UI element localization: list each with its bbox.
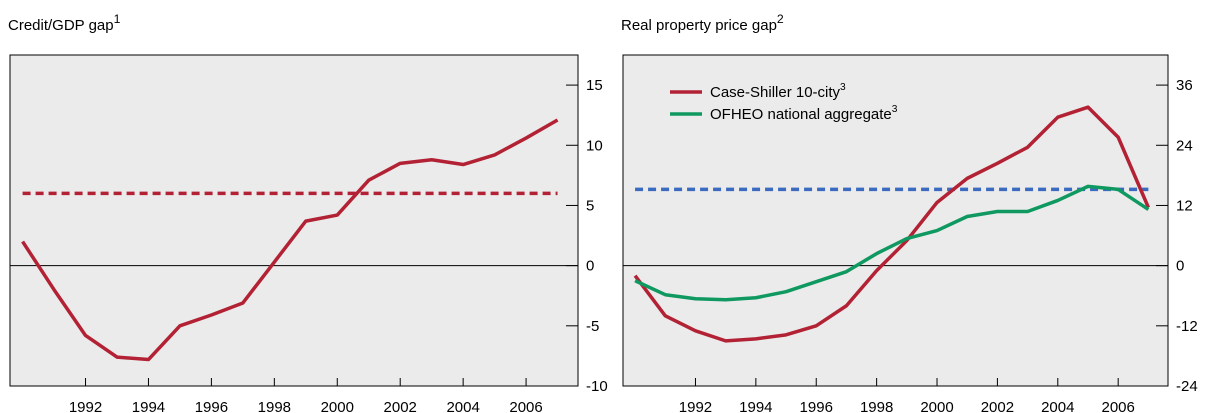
legend-label-sup: 3 <box>840 82 846 93</box>
x-tick-label: 2000 <box>920 399 953 413</box>
x-tick-label: 2006 <box>1101 399 1134 413</box>
x-tick-label: 2004 <box>1041 399 1074 413</box>
y-tick-label: -10 <box>586 378 608 395</box>
chart-title: Real property price gap2 <box>621 12 784 34</box>
x-tick-label: 2006 <box>509 399 542 413</box>
legend-label: Case-Shiller 10-city3 <box>710 82 846 101</box>
x-tick-label: 1996 <box>800 399 833 413</box>
legend-label: OFHEO national aggregate3 <box>710 104 898 123</box>
legend-label-sup: 3 <box>892 104 898 115</box>
legend-label-main: Case-Shiller 10-city <box>710 84 841 101</box>
x-tick-label: 1998 <box>258 399 291 413</box>
x-tick-label: 1996 <box>195 399 228 413</box>
y-tick-label: -5 <box>586 318 599 335</box>
x-tick-label: 1998 <box>860 399 893 413</box>
chart-title-sup: 2 <box>777 12 784 26</box>
y-tick-label: 15 <box>586 77 603 94</box>
chart-title-sup: 1 <box>114 12 121 26</box>
y-tick-label: 36 <box>1176 77 1193 94</box>
x-tick-label: 2004 <box>446 399 479 413</box>
chart-title-main: Real property price gap <box>621 17 777 34</box>
x-tick-label: 2002 <box>981 399 1014 413</box>
x-tick-label: 1994 <box>739 399 772 413</box>
y-tick-label: -12 <box>1176 318 1198 335</box>
y-tick-label: 10 <box>586 137 603 154</box>
x-tick-label: 1994 <box>132 399 165 413</box>
y-tick-label: 0 <box>586 258 594 275</box>
series-line <box>634 184 1150 302</box>
plot-area <box>9 54 579 387</box>
y-tick-label: 24 <box>1176 137 1193 154</box>
y-tick-label: 0 <box>1176 258 1184 275</box>
chart-title-main: Credit/GDP gap <box>8 17 114 34</box>
chart-title: Credit/GDP gap1 <box>8 12 121 34</box>
y-tick-label: 12 <box>1176 197 1193 214</box>
series-line <box>633 105 1150 343</box>
x-tick-label: 1992 <box>69 399 102 413</box>
x-tick-label: 2002 <box>384 399 417 413</box>
x-tick-label: 2000 <box>321 399 354 413</box>
y-tick-label: -24 <box>1176 378 1198 395</box>
x-tick-label: 1992 <box>679 399 712 413</box>
legend-label-main: OFHEO national aggregate <box>710 106 892 123</box>
series-line <box>21 118 559 362</box>
y-tick-label: 5 <box>586 197 594 214</box>
